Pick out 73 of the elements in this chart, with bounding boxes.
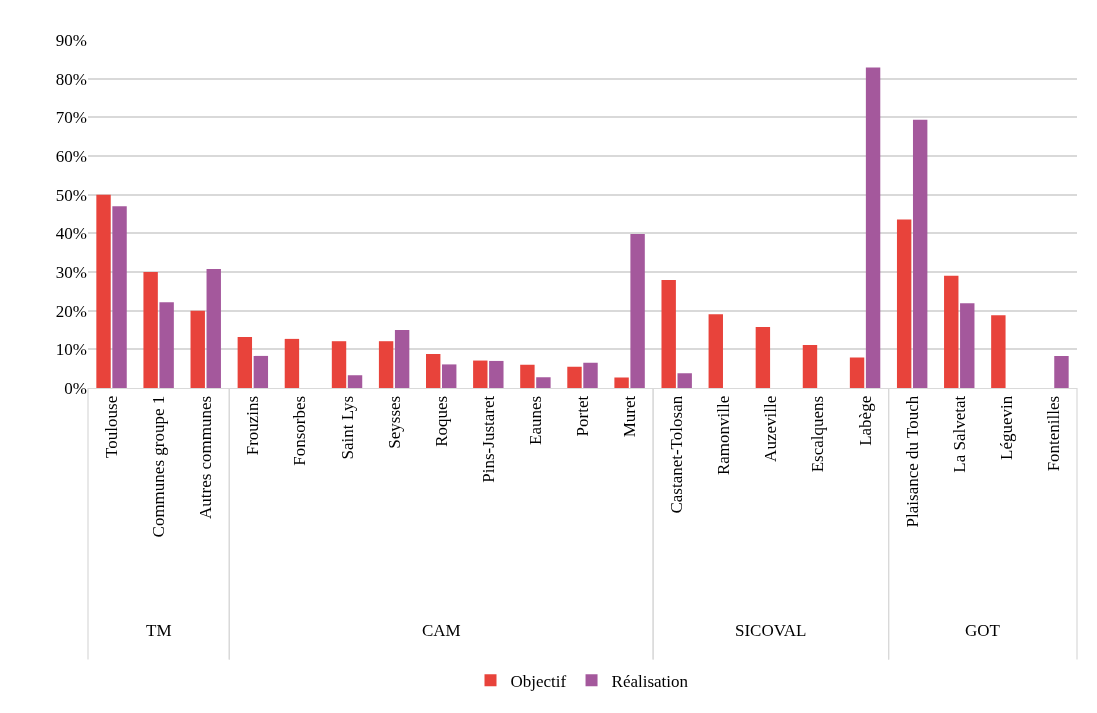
bar: [661, 280, 676, 388]
bar: [442, 364, 457, 388]
x-axis-title: CAM: [422, 621, 461, 640]
y-tick-label: 60%: [55, 146, 87, 166]
bar: [755, 326, 771, 388]
x-axis-title: SICOVAL: [735, 621, 807, 640]
bar: [630, 234, 645, 388]
x-tick-label: La Salvetat: [949, 395, 969, 473]
y-tick-label: 70%: [55, 108, 87, 128]
x-tick-label: Saint Lys: [337, 395, 357, 460]
bar: [583, 362, 598, 388]
bar: [802, 345, 818, 388]
y-tick-label: 30%: [55, 262, 87, 282]
bar: [331, 341, 347, 388]
x-tick-label: Léguevin: [996, 395, 1016, 460]
bar: [284, 338, 300, 388]
bar: [378, 341, 394, 388]
y-tick-label: 90%: [55, 30, 87, 50]
bar: [112, 206, 127, 388]
y-tick-label: 20%: [55, 301, 87, 321]
legend-label: Réalisation: [611, 671, 689, 691]
bar: [614, 377, 629, 388]
x-tick-label: Pins-Justaret: [478, 395, 498, 483]
bar: [708, 314, 723, 388]
x-tick-label: Escalquens: [808, 395, 828, 473]
x-axis-title: TM: [146, 621, 172, 640]
bar: [536, 377, 551, 388]
x-tick-label: Portet: [573, 395, 593, 437]
x-tick-label: Seysses: [384, 395, 404, 449]
bar: [567, 366, 582, 388]
bar: [394, 330, 410, 388]
bar: [426, 353, 441, 388]
x-tick-label: Ramonville: [714, 395, 734, 476]
bar: [96, 194, 111, 388]
x-tick-label: Autres communes: [196, 395, 216, 520]
y-tick-label: 0%: [64, 378, 87, 398]
bar: [960, 303, 975, 388]
bar: [143, 272, 158, 388]
x-tick-label: Fonsorbes: [290, 395, 310, 466]
bar: [489, 360, 504, 388]
bar: [849, 357, 865, 388]
legend-label: Objectif: [510, 671, 567, 691]
bar: [473, 360, 488, 388]
y-tick-label: 50%: [55, 185, 87, 205]
bar: [912, 119, 928, 388]
x-tick-label: Eaunes: [525, 395, 545, 445]
bar: [253, 355, 269, 388]
x-tick-label: Muret: [620, 395, 640, 438]
x-tick-label: Toulouse: [102, 395, 122, 458]
bar: [206, 268, 221, 388]
bar: [237, 336, 253, 388]
x-tick-label: Communes groupe 1: [149, 395, 169, 538]
bar: [520, 364, 535, 388]
y-tick-label: 10%: [55, 340, 87, 360]
x-tick-label: Labège: [855, 395, 875, 446]
x-tick-label: Frouzins: [243, 395, 263, 456]
x-tick-label: Roques: [431, 395, 451, 447]
y-tick-label: 80%: [55, 69, 87, 89]
bar: [865, 67, 881, 388]
bar: [944, 275, 959, 388]
x-axis-title: GOT: [965, 621, 1001, 640]
bar: [677, 373, 692, 388]
bar: [991, 315, 1006, 388]
x-tick-label: Castanet-Tolosan: [667, 395, 687, 514]
bar: [347, 375, 363, 388]
bar: [190, 310, 205, 388]
y-tick-label: 40%: [55, 224, 87, 244]
x-tick-label: Fontenilles: [1043, 395, 1063, 472]
x-tick-label: Auzeville: [761, 395, 781, 462]
x-tick-label: Plaisance du Touch: [902, 395, 922, 528]
bar: [1054, 355, 1069, 388]
bar: [159, 302, 174, 388]
bar: [896, 219, 912, 388]
